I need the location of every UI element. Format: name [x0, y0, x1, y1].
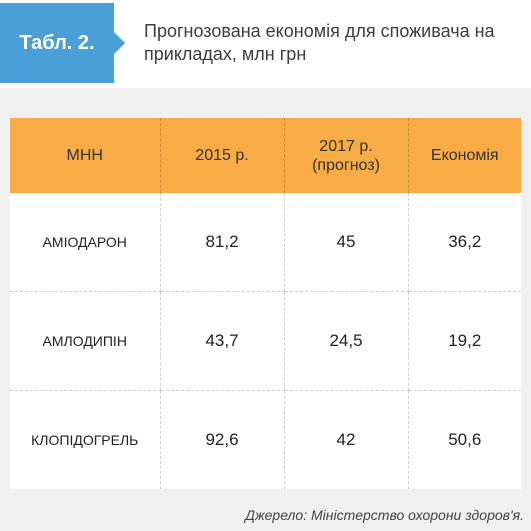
drug-name: КЛОПІДОГРЕЛЬ — [10, 390, 161, 489]
drug-name: АМЛОДИПІН — [10, 291, 161, 391]
value-2015: 43,7 — [160, 291, 285, 391]
value-2017: 24,5 — [284, 291, 409, 391]
value-saving: 36,2 — [408, 193, 521, 292]
column-header-2015: 2015 р. — [160, 118, 285, 193]
value-2015: 81,2 — [160, 193, 285, 292]
table-title: Прогнозована економія для споживача на п… — [144, 21, 495, 64]
value-saving: 50,6 — [448, 430, 482, 449]
savings-table: МНН 2015 р. 2017 р. (прогноз) Економія АМ… — [10, 118, 521, 489]
table-header-row: МНН 2015 р. 2017 р. (прогноз) Економія — [10, 118, 521, 193]
drug-name: АМІОДАРОН — [10, 193, 161, 292]
column-header-inn: МНН — [10, 118, 161, 193]
table-row: АМІОДАРОН 81,2 45 36,2 — [10, 193, 521, 292]
table-row: АМЛОДИПІН 43,7 24,5 19,2 — [10, 291, 521, 391]
source-note: Джерело: Міністерство охорони здоров'я. — [245, 507, 524, 523]
table-number-tag: Табл. 2. — [0, 3, 125, 83]
value-2017: 42 — [284, 390, 409, 489]
column-header-saving: Економія — [408, 118, 521, 193]
column-header-2017: 2017 р. (прогноз) — [284, 118, 409, 193]
value-saving: 19,2 — [408, 291, 521, 391]
value-2015: 92,6 — [160, 390, 285, 489]
value-2017: 45 — [284, 193, 409, 292]
column-header-2017-label: 2017 р. (прогноз) — [312, 137, 380, 174]
table-row: КЛОПІДОГРЕЛЬ 92,6 42 50,6 — [10, 390, 521, 489]
header: Табл. 2. Прогнозована економія для спожи… — [0, 0, 531, 88]
